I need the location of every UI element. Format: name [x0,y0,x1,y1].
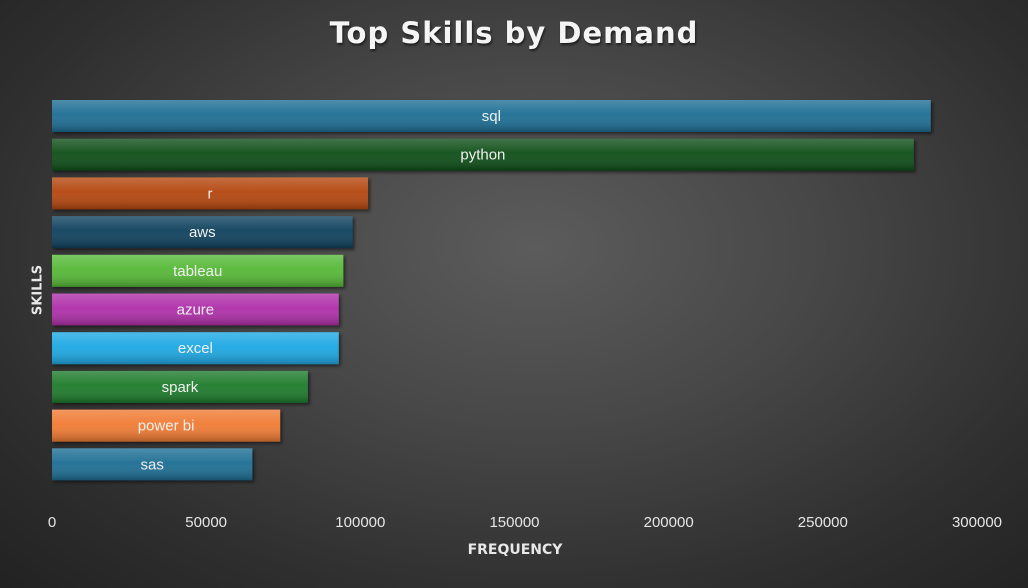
bar-label: sas [141,456,164,473]
bar-label: power bi [138,418,195,435]
bar-group: python [52,138,914,171]
bar-shine [52,332,339,365]
bar-group: power bi [52,409,281,442]
bar-shine [52,216,353,249]
bar-shine [52,448,253,481]
bar-label: r [208,185,213,202]
x-tick-label: 150000 [489,514,539,531]
bar-label: excel [178,340,213,357]
bar-group: tableau [52,254,344,287]
x-tick-label: 250000 [798,514,848,531]
bar-shine [52,409,281,442]
bar-label: tableau [173,263,222,280]
x-axis-label: FREQUENCY [467,542,563,558]
bar-shine [52,100,931,132]
bar-shine [52,177,369,210]
bar-label: python [460,147,505,164]
x-tick-label: 0 [48,514,56,531]
bar-shine [52,138,914,171]
bar-label: spark [162,379,199,396]
bar-label: azure [177,302,215,319]
x-tick-label: 100000 [335,514,385,531]
bar-group: azure [52,293,339,326]
bar-shine [52,370,308,403]
bar-shine [52,254,344,287]
x-tick-label: 50000 [185,514,227,531]
x-tick-label: 200000 [644,514,694,531]
bar-label: aws [189,224,216,241]
bar-group: spark [52,370,308,403]
bar-label: sql [482,108,501,125]
bar-shine [52,293,339,326]
bar-group: r [52,177,369,210]
x-tick-label: 300000 [952,514,1002,531]
bar-group: excel [52,332,339,365]
chart-title: Top Skills by Demand [329,16,699,50]
bar-group: sas [52,448,253,481]
bar-group: sql [52,100,931,132]
bar-group: aws [52,216,353,249]
